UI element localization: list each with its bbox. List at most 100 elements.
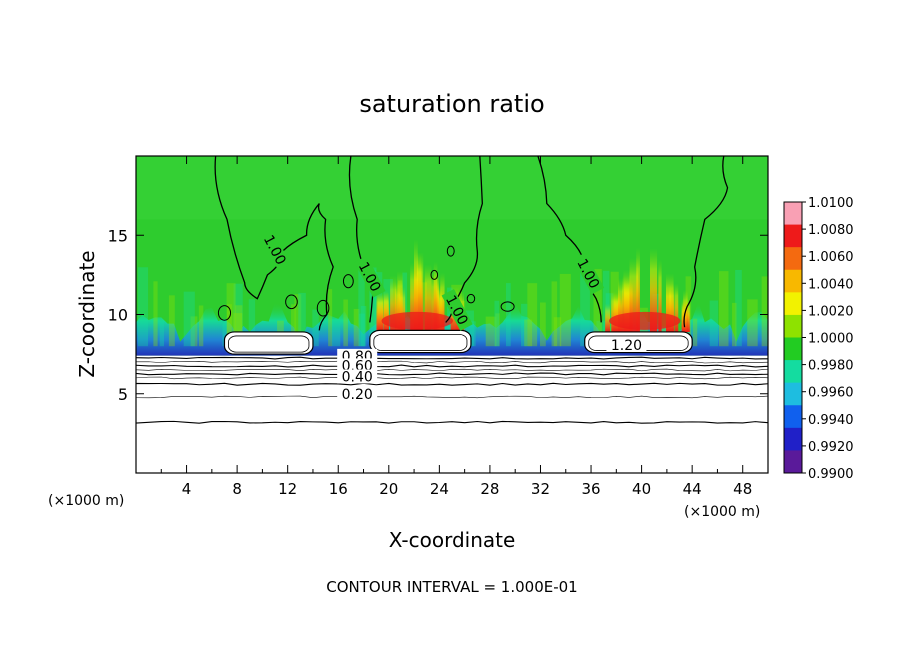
supersaturation-streak-0 (410, 262, 418, 332)
field-streak (226, 283, 236, 347)
contour-blob-5 (500, 301, 515, 312)
supersaturation-streak-1 (666, 284, 672, 332)
lower-contour-4 (136, 372, 768, 376)
x-tick-label: 36 (581, 480, 600, 498)
plot-area: 1.001.001.001.001.200.800.600.400.20 (136, 156, 768, 473)
field-streak (485, 316, 497, 347)
supersaturation-streak-0 (394, 282, 401, 332)
supersaturation-streak-1 (669, 283, 675, 332)
field-streak (580, 271, 590, 347)
contour-blob-1 (316, 299, 330, 317)
supersaturation-streak-0 (424, 264, 432, 332)
cloud-region-0 (223, 331, 314, 355)
supersaturation-peak-1 (609, 311, 681, 330)
x-tick-label: 4 (182, 480, 192, 498)
field-streak (190, 316, 198, 347)
supersaturation-streak-1 (629, 257, 639, 332)
lower-contour-5 (136, 376, 768, 380)
x-tick-label: 40 (632, 480, 651, 498)
contour-label: 0.40 (342, 369, 373, 385)
contour-1-00-line-3 (537, 156, 602, 323)
x-tick-label: 28 (480, 480, 499, 498)
field-streak (222, 322, 228, 347)
contour-1-00-line-4 (683, 156, 729, 328)
cloud-contour-1 (373, 333, 468, 351)
colorbar-label: 0.9920 (808, 440, 854, 455)
supersaturation-streak-0 (376, 292, 384, 332)
colorbar-swatch (784, 269, 802, 293)
field-streak (747, 299, 758, 347)
y-axis-label: Z-coordinate (75, 250, 99, 377)
field-streak (234, 305, 243, 347)
lower-contour-7 (136, 395, 768, 399)
field-streak (226, 304, 232, 347)
field-streak (353, 308, 360, 347)
colorbar-swatch (784, 405, 802, 429)
contour-blob-6 (446, 245, 455, 257)
field-streak (539, 302, 546, 347)
field-streak (369, 267, 377, 347)
field-streak (168, 295, 175, 347)
field-streak (494, 300, 500, 347)
supersaturation-streak-1 (658, 259, 662, 332)
field-streak (183, 291, 195, 347)
colorbar-label: 1.0040 (808, 277, 854, 292)
field-upper-shade (136, 156, 768, 220)
field-streak (505, 283, 511, 347)
field-streak (709, 300, 718, 347)
field-streak (495, 313, 500, 347)
field-streak (358, 313, 366, 347)
colorbar-swatch (784, 292, 802, 316)
supersaturation-streak-0 (383, 290, 389, 332)
field-streak (233, 283, 243, 347)
field-streak (559, 273, 571, 347)
y-tick-label: 15 (108, 226, 128, 245)
supersaturation-streak-0 (438, 287, 444, 332)
contour-label-bg (337, 369, 378, 384)
contour-interval-note: CONTOUR INTERVAL = 1.000E-01 (326, 578, 577, 596)
field-streak (153, 281, 158, 347)
supersaturation-streak-1 (624, 280, 633, 332)
contour-blob-3 (430, 269, 439, 280)
supersaturation-peak-0 (381, 311, 453, 330)
contour-label: 1.20 (611, 338, 642, 354)
field-streak (312, 309, 319, 347)
x-tick-label: 20 (379, 480, 398, 498)
supersaturation-streak-1 (605, 303, 611, 332)
dry-layer (136, 355, 768, 473)
colorbar-label: 1.0080 (808, 223, 854, 238)
field-streak (465, 310, 474, 347)
cloud-region-1 (369, 329, 472, 354)
colorbar-swatch (784, 224, 802, 248)
y-tick-label: 10 (108, 306, 128, 325)
field-streak (360, 306, 367, 347)
contour-label-group-4: 1.20 (606, 337, 647, 354)
colorbar-label: 1.0060 (808, 250, 854, 265)
x-tick-label: 8 (232, 480, 242, 498)
colorbar-swatch (784, 382, 802, 406)
colorbar-label: 1.0020 (808, 304, 854, 319)
field-streak (248, 299, 256, 347)
colorbar-swatch (784, 247, 802, 271)
supersaturation-streak-0 (399, 286, 406, 332)
contour-label-bg (259, 228, 291, 271)
contour-blob-2 (342, 274, 354, 289)
y-tick-label: 5 (118, 385, 128, 404)
lower-contour-0 (136, 356, 768, 360)
field-streak (298, 292, 306, 347)
colorbar-swatch (784, 314, 802, 338)
colorbar-label: 0.9940 (808, 413, 854, 428)
contour-label-bg (606, 337, 647, 352)
supersaturation-streak-1 (675, 283, 679, 332)
field-streak (137, 267, 149, 347)
colorbar-swatch (784, 360, 802, 384)
colorbar-swatch (784, 202, 802, 226)
colorbar-swatch (784, 427, 802, 451)
colorbar-label: 1.0000 (808, 332, 854, 347)
x-tick-label: 16 (329, 480, 348, 498)
contour-blob-0 (285, 294, 298, 310)
colorbar-swatch (784, 337, 802, 361)
field-streak (732, 302, 737, 347)
supersaturation-streak-0 (416, 252, 424, 332)
